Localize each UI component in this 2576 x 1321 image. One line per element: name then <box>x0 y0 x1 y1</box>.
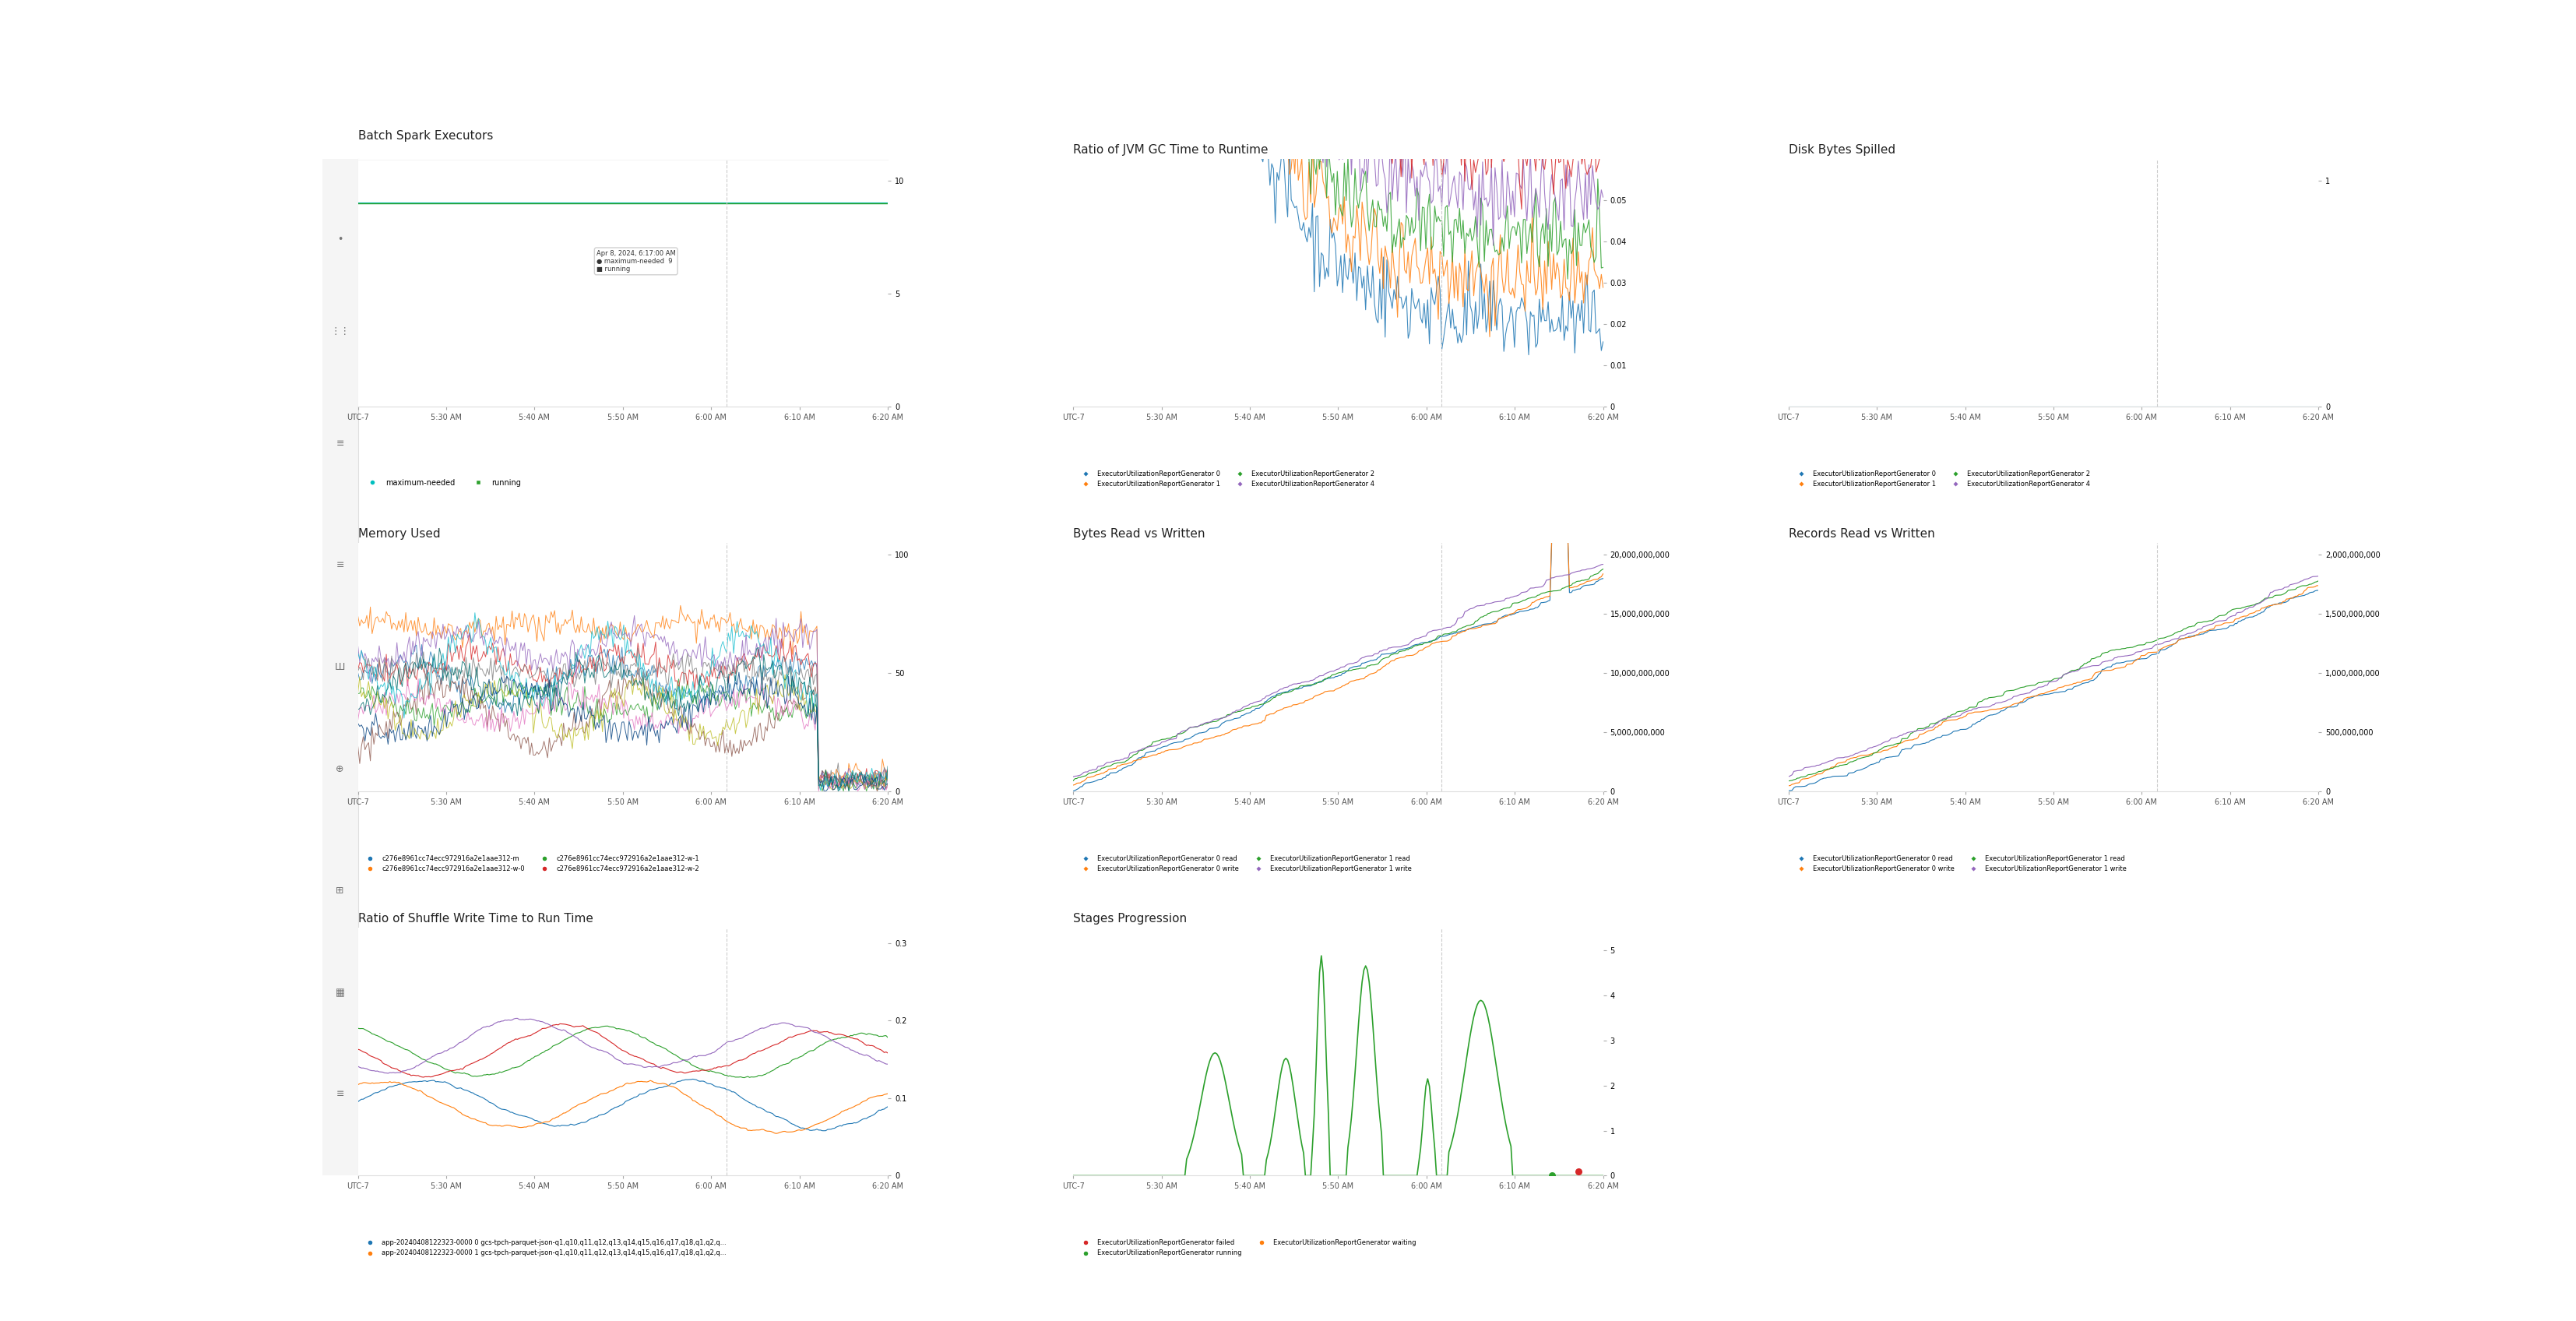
Text: Ш: Ш <box>335 662 345 672</box>
Legend: c276e8961cc74ecc972916a2e1aae312-m, c276e8961cc74ecc972916a2e1aae312-w-0, c276e8: c276e8961cc74ecc972916a2e1aae312-m, c276… <box>361 852 701 875</box>
Text: Disk Bytes Spilled: Disk Bytes Spilled <box>1788 144 1896 156</box>
Legend: ExecutorUtilizationReportGenerator failed, ExecutorUtilizationReportGenerator ru: ExecutorUtilizationReportGenerator faile… <box>1077 1236 1419 1259</box>
Text: ⊕: ⊕ <box>335 764 345 774</box>
Text: ⋮⋮: ⋮⋮ <box>330 326 350 337</box>
Text: ⊞: ⊞ <box>335 886 345 896</box>
Text: Bytes Read vs Written: Bytes Read vs Written <box>1074 528 1206 540</box>
Text: ≡: ≡ <box>335 1090 345 1099</box>
Text: Memory Used: Memory Used <box>358 528 440 540</box>
Text: Records Read vs Written: Records Read vs Written <box>1788 528 1935 540</box>
Legend: maximum-needed, running: maximum-needed, running <box>361 476 526 490</box>
Text: •: • <box>337 235 343 244</box>
Point <box>1530 1165 1571 1186</box>
Legend: app-20240408122323-0000 0 gcs-tpch-parquet-json-q1,q10,q11,q12,q13,q14,q15,q16,q: app-20240408122323-0000 0 gcs-tpch-parqu… <box>361 1236 729 1259</box>
Text: Ratio of JVM GC Time to Runtime: Ratio of JVM GC Time to Runtime <box>1074 144 1267 156</box>
Text: ≡: ≡ <box>335 439 345 448</box>
Text: ≡: ≡ <box>335 560 345 571</box>
Legend: ExecutorUtilizationReportGenerator 0, ExecutorUtilizationReportGenerator 1, Exec: ExecutorUtilizationReportGenerator 0, Ex… <box>1793 468 2092 490</box>
Text: Apr 8, 2024, 6:17:00 AM
● maximum-needed  9
■ running: Apr 8, 2024, 6:17:00 AM ● maximum-needed… <box>598 250 675 273</box>
Point <box>1558 1161 1600 1182</box>
Text: Batch Spark Executors: Batch Spark Executors <box>358 129 492 141</box>
Legend: ExecutorUtilizationReportGenerator 0 read, ExecutorUtilizationReportGenerator 0 : ExecutorUtilizationReportGenerator 0 rea… <box>1077 852 1414 875</box>
Legend: ExecutorUtilizationReportGenerator 0 read, ExecutorUtilizationReportGenerator 0 : ExecutorUtilizationReportGenerator 0 rea… <box>1793 852 2130 875</box>
Text: Ratio of Shuffle Write Time to Run Time: Ratio of Shuffle Write Time to Run Time <box>358 913 592 925</box>
Text: Stages Progression: Stages Progression <box>1074 913 1188 925</box>
Text: ▦: ▦ <box>335 988 345 997</box>
Legend: ExecutorUtilizationReportGenerator 0, ExecutorUtilizationReportGenerator 1, Exec: ExecutorUtilizationReportGenerator 0, Ex… <box>1077 468 1378 490</box>
